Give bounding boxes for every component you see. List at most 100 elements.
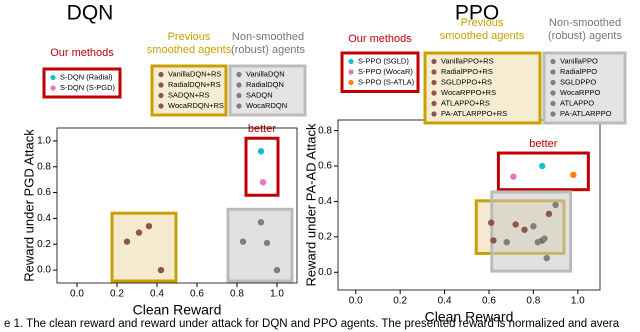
legend-marker [158, 71, 164, 78]
point [123, 238, 131, 245]
legend-marker [431, 100, 437, 107]
group-region [110, 211, 178, 283]
legend-box [423, 51, 542, 125]
point [239, 238, 247, 245]
point [257, 219, 265, 226]
x-tick-label: 0.4 [438, 296, 452, 307]
legend-label: PA-ATLARPPO [560, 109, 612, 118]
x-tick-label: 0.2 [393, 296, 407, 307]
legend-label: S-PPO (WocaR) [358, 67, 413, 76]
x-axis-label: Clean Reward [133, 302, 222, 318]
legend-group-title: Non-smoothed (robust) agents [231, 31, 305, 56]
legend-group-title: Previous smoothed agents [146, 31, 232, 56]
point [145, 222, 153, 230]
group-region [244, 136, 280, 197]
legend-marker [431, 79, 437, 86]
point [512, 221, 519, 228]
legend-label: VanillaDQN [246, 69, 285, 78]
point [259, 179, 267, 186]
legend-marker [431, 111, 437, 117]
legend-marker [236, 71, 242, 78]
x-axis-label: Clean Reward [425, 309, 514, 325]
legend-label: WocaRPPO+RS [441, 88, 496, 97]
point [157, 266, 165, 274]
legend-marker [348, 69, 354, 75]
legend-box [340, 51, 420, 93]
legend-marker [50, 85, 56, 91]
legend-label: VanillaPPO+RS [441, 56, 494, 65]
point [503, 238, 510, 246]
legend-label: SADQN+RS [168, 90, 209, 99]
y-tick-label: 0.8 [318, 125, 332, 136]
point [545, 210, 553, 218]
legend-label: PA-ATLARPPO+RS [441, 109, 507, 118]
annotation: better [248, 123, 276, 135]
point [490, 237, 497, 244]
legend-label: VanillaDQN+RS [168, 69, 221, 78]
legend-marker [236, 92, 242, 99]
point [273, 266, 281, 274]
legend-label: RadialPPO [560, 67, 597, 76]
plot-frame [56, 127, 298, 284]
legend-label: SGLDPPO+RS [441, 77, 492, 86]
x-tick-label: 0.0 [70, 289, 84, 300]
x-tick-label: 0.6 [482, 296, 496, 307]
legend-label: RadialDQN [246, 80, 284, 89]
y-tick-label: 0.2 [318, 232, 332, 243]
legend-group-title: Non-smoothed (robust) agents [548, 17, 622, 42]
legend-marker [50, 74, 56, 81]
legend-label: S-DQN (S-PGD) [60, 83, 116, 92]
legend-marker [550, 79, 556, 86]
legend-marker [236, 82, 242, 88]
point [263, 239, 271, 247]
legend-marker [348, 58, 354, 65]
legend-label: VanillaPPO [560, 56, 598, 65]
chart-title: PPO [455, 2, 499, 25]
annotation: better [529, 138, 557, 150]
x-tick-label: 0.8 [526, 296, 540, 307]
legend-label: SADQN [246, 90, 273, 99]
legend-label: S-PPO (SGLD) [358, 56, 409, 65]
legend-label: RadialDQN+RS [168, 80, 221, 89]
y-tick-label: 0.0 [318, 267, 332, 278]
point [539, 162, 546, 170]
legend-box [150, 64, 228, 117]
legend-label: WocaRPPO [560, 88, 600, 97]
y-axis-label: Reward under PGD Attack [21, 129, 36, 282]
caption: e 1. The clean reward and reward under a… [4, 318, 620, 330]
x-tick-label: 1.0 [270, 289, 284, 300]
legend-marker [550, 90, 556, 96]
legend-label: WocaRDQN [246, 101, 287, 110]
x-tick-label: 1.0 [571, 296, 585, 307]
x-tick-label: 0.0 [349, 296, 363, 307]
y-tick-label: 1.0 [37, 136, 51, 147]
legend-label: WocaRDQN+RS [168, 101, 224, 110]
legend-box [542, 51, 627, 125]
legend-marker [158, 92, 164, 99]
legend-box [42, 67, 122, 99]
x-tick-label: 0.4 [150, 289, 164, 300]
legend-label: ATLAPPO [560, 98, 594, 107]
legend-label: SGLDPPO [560, 77, 596, 86]
legend-marker [550, 69, 556, 75]
y-tick-label: 0.8 [37, 161, 51, 172]
y-tick-label: 0.6 [37, 187, 51, 198]
point [257, 148, 265, 155]
y-tick-label: 0.4 [318, 196, 332, 207]
point [534, 238, 542, 246]
legend-marker [348, 79, 354, 86]
legend-group-title: Our methods [50, 47, 114, 59]
legend-label: ATLAPPO+RS [441, 98, 490, 107]
legend-marker [431, 58, 437, 65]
point [543, 254, 550, 262]
legend-marker [550, 58, 556, 65]
x-tick-label: 0.2 [110, 289, 124, 300]
point [530, 223, 537, 230]
legend-marker [431, 90, 437, 96]
point [510, 173, 517, 180]
legend-group-title: Previous smoothed agents [439, 17, 525, 42]
y-tick-label: 0.0 [37, 265, 51, 276]
legend-marker [236, 103, 242, 109]
y-tick-label: 0.6 [318, 161, 332, 172]
